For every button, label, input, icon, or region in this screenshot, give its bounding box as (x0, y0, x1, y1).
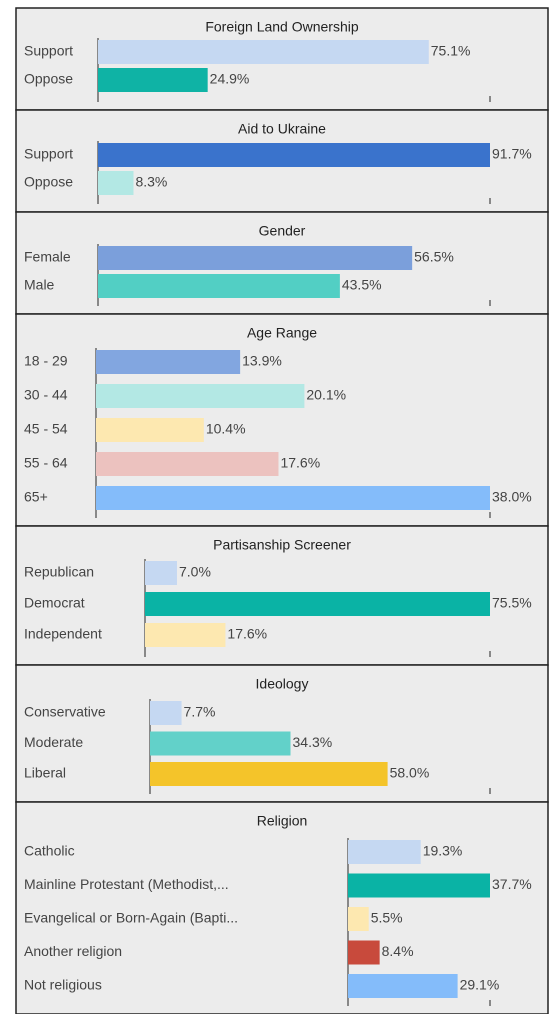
bar (98, 68, 208, 92)
value-label: 7.0% (179, 564, 211, 580)
category-label: Support (24, 146, 73, 162)
category-label: Independent (24, 626, 102, 642)
bar (145, 623, 226, 647)
value-label: 75.5% (492, 595, 532, 611)
panel-title: Age Range (247, 325, 317, 341)
value-label: 38.0% (492, 489, 532, 505)
category-label: 65+ (24, 489, 48, 505)
panel-title: Ideology (256, 676, 309, 692)
value-label: 58.0% (390, 765, 430, 781)
bar (150, 731, 291, 756)
category-label: Catholic (24, 843, 75, 859)
panel-title: Foreign Land Ownership (205, 19, 359, 35)
category-label: Oppose (24, 174, 73, 190)
value-label: 34.3% (293, 734, 333, 750)
bar (145, 561, 177, 585)
value-label: 8.3% (135, 174, 167, 190)
value-label: 29.1% (460, 977, 500, 993)
value-label: 91.7% (492, 146, 532, 162)
category-label: Democrat (24, 595, 85, 611)
category-label: Mainline Protestant (Methodist,... (24, 876, 229, 892)
category-label: Evangelical or Born-Again (Bapti... (24, 910, 238, 926)
value-label: 17.6% (280, 455, 320, 471)
category-label: Oppose (24, 71, 73, 87)
bar (348, 940, 380, 965)
category-label: Support (24, 43, 73, 59)
category-label: Not religious (24, 977, 102, 993)
value-label: 7.7% (184, 704, 216, 720)
panel-title: Aid to Ukraine (238, 121, 326, 137)
category-label: 55 - 64 (24, 455, 68, 471)
panel-title: Gender (259, 223, 306, 239)
value-label: 37.7% (492, 876, 532, 892)
value-label: 17.6% (227, 626, 267, 642)
bar (96, 384, 305, 408)
bar (348, 907, 369, 931)
bar (150, 701, 182, 725)
value-label: 13.9% (242, 353, 282, 369)
category-label: Republican (24, 564, 94, 580)
panel (15, 801, 549, 1014)
bar (98, 274, 340, 298)
category-label: 30 - 44 (24, 387, 68, 403)
bar (96, 418, 204, 442)
category-label: Moderate (24, 734, 83, 750)
bar (145, 592, 490, 616)
category-label: Conservative (24, 704, 106, 720)
bar (348, 974, 458, 998)
bar (98, 246, 413, 270)
bar (96, 486, 490, 510)
value-label: 8.4% (382, 943, 414, 959)
bar (348, 873, 490, 898)
bar (96, 350, 241, 374)
bar (98, 40, 429, 64)
value-label: 10.4% (206, 421, 246, 437)
bar (96, 452, 279, 476)
value-label: 20.1% (306, 387, 346, 403)
category-label: 45 - 54 (24, 421, 68, 437)
value-label: 24.9% (210, 71, 250, 87)
bar (348, 840, 421, 864)
category-label: Female (24, 249, 71, 265)
bar (98, 143, 490, 167)
value-label: 56.5% (414, 249, 454, 265)
category-label: Liberal (24, 765, 66, 781)
value-label: 19.3% (423, 843, 463, 859)
value-label: 5.5% (371, 910, 403, 926)
value-label: 43.5% (342, 277, 382, 293)
bar (98, 171, 134, 195)
category-label: Male (24, 277, 55, 293)
panel-title: Partisanship Screener (213, 537, 351, 553)
value-label: 75.1% (431, 43, 471, 59)
category-label: Another religion (24, 943, 122, 959)
panel-title: Religion (257, 813, 308, 829)
bar (150, 762, 388, 786)
category-label: 18 - 29 (24, 353, 68, 369)
